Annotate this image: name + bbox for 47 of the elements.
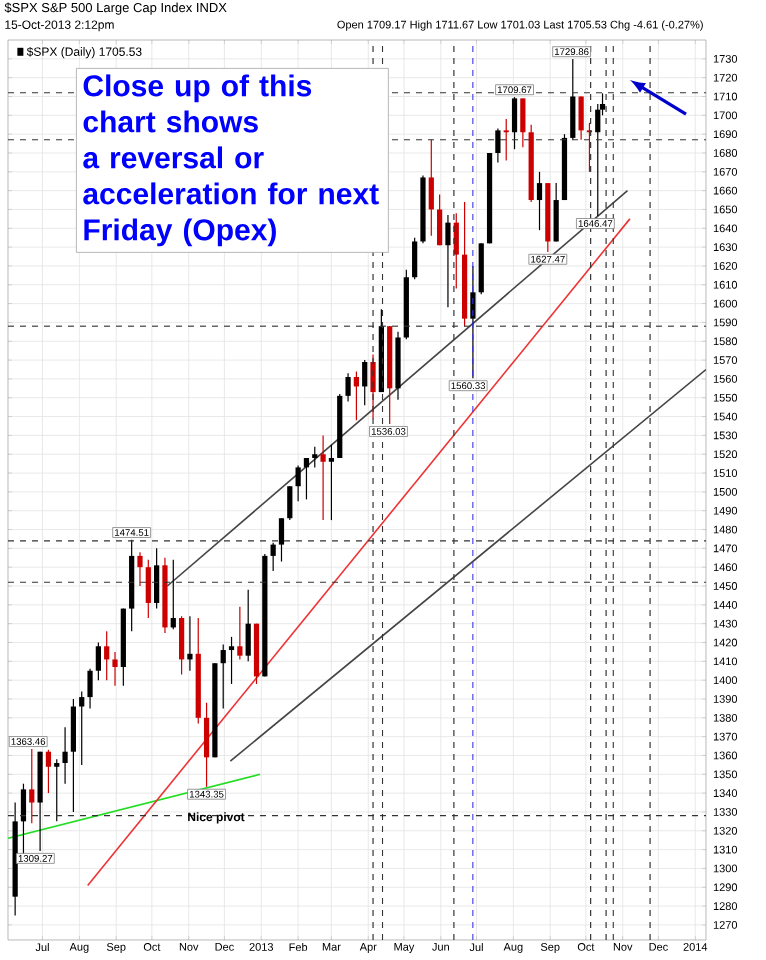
candlestick xyxy=(412,237,418,280)
candlestick xyxy=(270,542,276,572)
candlestick xyxy=(220,643,226,709)
candlestick xyxy=(495,127,501,163)
candlestick xyxy=(54,758,60,822)
candlestick xyxy=(445,214,451,308)
candlestick xyxy=(303,457,310,501)
candlestick xyxy=(95,641,101,681)
candlestick xyxy=(79,690,85,766)
candlestick xyxy=(428,139,434,237)
candlestick xyxy=(353,370,360,421)
candlestick xyxy=(570,58,576,141)
candlestick xyxy=(287,485,293,521)
candlestick xyxy=(328,444,335,521)
candlestick xyxy=(553,182,559,243)
candlestick xyxy=(104,630,110,681)
candlestick xyxy=(62,726,68,785)
candlestick xyxy=(178,615,185,676)
candlestick xyxy=(345,372,351,403)
candlestick xyxy=(237,606,243,661)
candlestick xyxy=(362,359,368,406)
candlestick xyxy=(70,698,77,813)
candlestick xyxy=(145,559,151,619)
candlestick xyxy=(203,702,210,788)
candlestick xyxy=(586,122,593,173)
candlestick xyxy=(112,651,118,687)
candlestick xyxy=(187,615,193,672)
candlestick xyxy=(45,749,52,794)
candlestick xyxy=(228,636,235,685)
candlestick xyxy=(170,559,176,630)
candlestick xyxy=(295,464,301,502)
candlestick xyxy=(87,668,93,709)
candlestick xyxy=(520,97,526,148)
candlestick xyxy=(154,547,160,610)
candlestick xyxy=(437,193,443,246)
candlestick xyxy=(578,95,584,141)
candlestick xyxy=(29,748,35,824)
candlestick xyxy=(511,96,518,150)
candlestick xyxy=(312,446,318,468)
candlestick xyxy=(536,171,543,231)
candlestick xyxy=(320,434,326,521)
candlestick xyxy=(278,517,285,563)
candlestick xyxy=(245,589,251,662)
candlestick xyxy=(20,783,27,858)
candlestick xyxy=(503,118,509,162)
candlestick xyxy=(137,551,143,587)
annotation: Close up of this chart shows a reversal or acceleration for next Friday (Opex) xyxy=(83,74,379,247)
